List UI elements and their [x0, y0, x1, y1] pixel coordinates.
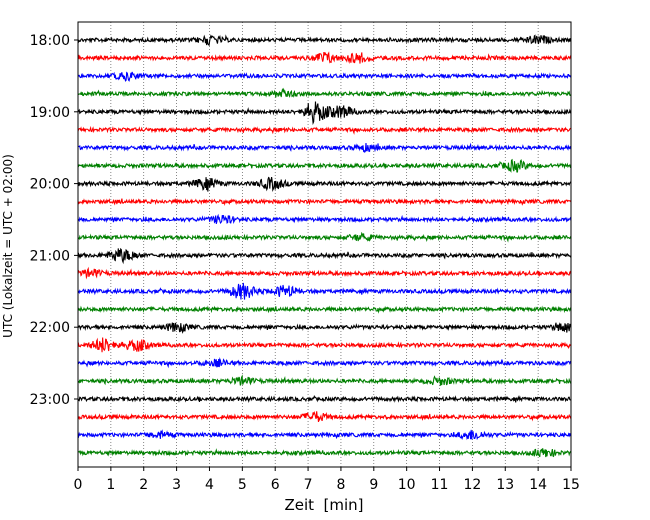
trace-line	[77, 142, 572, 154]
x-tick-label: 7	[304, 477, 313, 493]
plot-frame	[77, 21, 572, 468]
y-axis-ticks: 18:00 19:00 20:00 21:00 22:00 23:00	[30, 33, 78, 408]
x-tick-label: 9	[369, 477, 378, 493]
y-tick-label: 21:00	[30, 248, 70, 264]
x-tick-label: 8	[336, 477, 345, 493]
trace-line	[77, 337, 572, 353]
x-tick-label: 4	[205, 477, 214, 493]
trace-line	[77, 282, 572, 300]
grid-lines	[110, 22, 539, 467]
x-tick-label: 2	[139, 477, 148, 493]
y-tick-label: 23:00	[30, 392, 70, 408]
trace-line	[77, 71, 572, 82]
x-tick-label: 12	[463, 477, 481, 493]
trace-line	[77, 448, 572, 458]
x-axis-label: Zeit [min]	[284, 496, 363, 514]
trace-line	[77, 394, 572, 403]
trace-line	[77, 410, 572, 422]
trace-line	[77, 231, 572, 243]
trace-line	[77, 51, 572, 64]
trace-line	[77, 374, 572, 386]
trace-line	[77, 34, 572, 47]
x-tick-label: 10	[398, 477, 416, 493]
x-tick-label: 13	[496, 477, 514, 493]
trace-line	[77, 158, 572, 173]
y-tick-label: 18:00	[30, 33, 70, 49]
x-tick-label: 1	[106, 477, 115, 493]
trace-line	[77, 305, 572, 314]
y-tick-label: 19:00	[30, 105, 70, 121]
trace-line	[77, 101, 572, 126]
trace-line	[77, 87, 572, 98]
x-tick-label: 3	[172, 477, 181, 493]
trace-line	[77, 357, 572, 369]
x-tick-label: 15	[562, 477, 580, 493]
trace-line	[77, 176, 572, 192]
trace-line	[77, 266, 572, 280]
trace-line	[77, 125, 572, 135]
y-tick-label: 20:00	[30, 177, 70, 193]
x-tick-label: 6	[271, 477, 280, 493]
x-axis-ticks: 0 1 2 3 4 5 6 7 8 9 10 11 12 13 14 15	[74, 467, 580, 493]
seismic-traces	[77, 34, 572, 458]
trace-line	[77, 322, 572, 334]
y-axis-label: UTC (Lokalzeit = UTC + 02:00)	[1, 154, 15, 338]
trace-line	[77, 247, 572, 265]
x-tick-label: 11	[431, 477, 449, 493]
x-tick-label: 0	[74, 477, 83, 493]
trace-line	[77, 197, 572, 207]
trace-line	[77, 213, 572, 225]
y-tick-label: 22:00	[30, 320, 70, 336]
trace-line	[77, 429, 572, 441]
x-tick-label: 5	[238, 477, 247, 493]
x-tick-label: 14	[529, 477, 547, 493]
